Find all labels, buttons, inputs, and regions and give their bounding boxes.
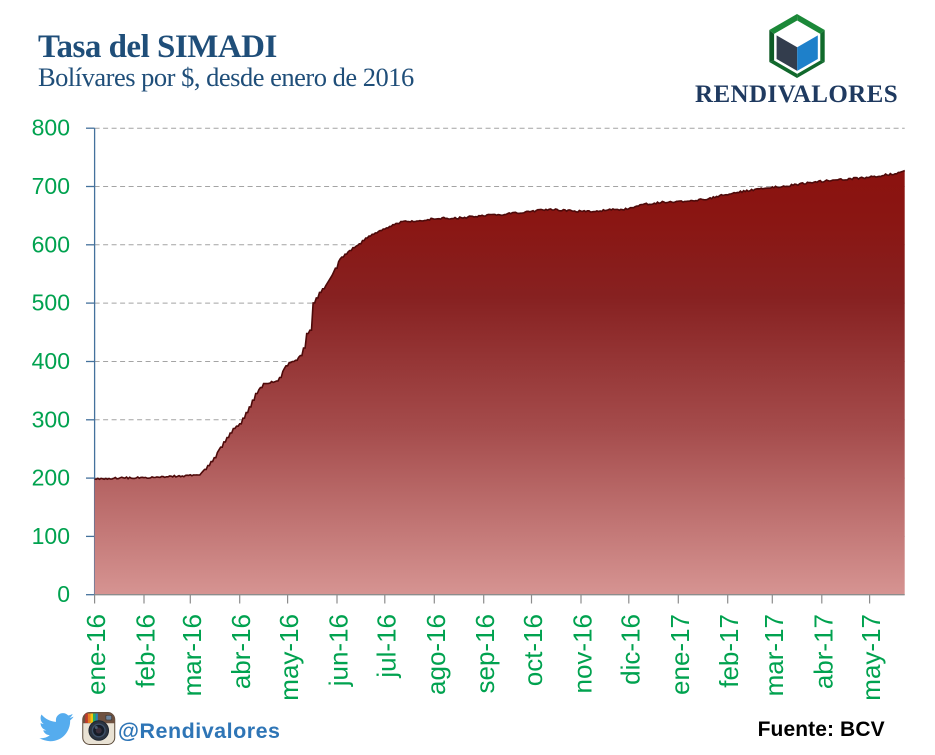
svg-text:400: 400: [32, 348, 70, 374]
svg-text:abr-16: abr-16: [226, 614, 256, 689]
svg-text:may-17: may-17: [856, 614, 886, 701]
svg-text:dic-16: dic-16: [615, 614, 645, 685]
svg-text:500: 500: [32, 290, 70, 316]
svg-text:jul-16: jul-16: [371, 614, 401, 679]
svg-text:feb-16: feb-16: [131, 614, 161, 688]
svg-text:ene-16: ene-16: [81, 614, 111, 695]
svg-text:nov-16: nov-16: [568, 614, 598, 694]
svg-text:800: 800: [32, 115, 70, 141]
svg-text:jun-16: jun-16: [324, 614, 354, 687]
svg-text:mar-17: mar-17: [759, 614, 789, 696]
svg-text:may-16: may-16: [274, 614, 304, 701]
svg-text:mar-16: mar-16: [177, 614, 207, 696]
svg-text:600: 600: [32, 231, 70, 257]
svg-text:feb-17: feb-17: [714, 614, 744, 688]
svg-text:0: 0: [57, 581, 70, 607]
svg-text:oct-16: oct-16: [518, 614, 548, 686]
svg-text:700: 700: [32, 173, 70, 199]
svg-text:sep-16: sep-16: [470, 614, 500, 694]
svg-text:ene-17: ene-17: [665, 614, 695, 695]
svg-text:300: 300: [32, 406, 70, 432]
svg-text:100: 100: [32, 523, 70, 549]
svg-text:ago-16: ago-16: [421, 614, 451, 695]
svg-text:abr-17: abr-17: [808, 614, 838, 689]
svg-text:200: 200: [32, 465, 70, 491]
